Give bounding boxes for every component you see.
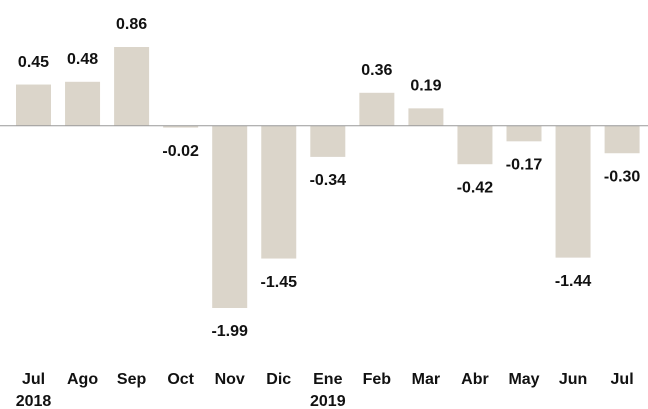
- data-label: -0.34: [310, 172, 347, 189]
- x-tick-label: Ago: [67, 371, 98, 388]
- data-label: -1.45: [261, 274, 298, 291]
- bar: [310, 125, 346, 157]
- data-label: -1.44: [555, 273, 592, 290]
- x-tick-label: Jul: [22, 371, 45, 388]
- data-label: -0.17: [506, 157, 543, 174]
- data-label: 0.86: [116, 16, 147, 33]
- bar: [604, 125, 640, 154]
- bar: [555, 125, 591, 258]
- bar: [114, 47, 150, 126]
- data-label: 0.19: [410, 78, 441, 95]
- bar: [212, 125, 248, 308]
- bar: [163, 125, 199, 128]
- bar: [506, 125, 542, 142]
- data-label: -0.02: [162, 143, 199, 160]
- x-tick-label: Dic: [266, 371, 291, 388]
- x-tick-label: May: [508, 371, 539, 388]
- year-label: 2019: [310, 393, 346, 409]
- x-tick-label: Ene: [313, 371, 342, 388]
- x-tick-label: Nov: [215, 371, 245, 388]
- data-label: 0.36: [361, 62, 392, 79]
- data-label: -0.42: [457, 179, 494, 196]
- data-label: -0.30: [604, 168, 641, 185]
- data-label: 0.45: [18, 54, 49, 71]
- x-tick-label: Sep: [117, 371, 147, 388]
- data-label: 0.48: [67, 51, 98, 68]
- x-tick-label: Oct: [167, 371, 194, 388]
- bar: [16, 84, 51, 126]
- x-tick-label: Mar: [412, 371, 440, 388]
- bar: [65, 81, 101, 126]
- x-tick-label: Abr: [461, 371, 489, 388]
- bar: [261, 125, 297, 259]
- bar: [457, 125, 493, 165]
- bar: [408, 108, 444, 126]
- x-tick-label: Jun: [559, 371, 587, 388]
- year-label: 2018: [16, 393, 52, 409]
- data-label: -1.99: [211, 323, 248, 340]
- x-tick-label: Jul: [611, 371, 634, 388]
- bar: [359, 92, 395, 126]
- x-tick-label: Feb: [363, 371, 392, 388]
